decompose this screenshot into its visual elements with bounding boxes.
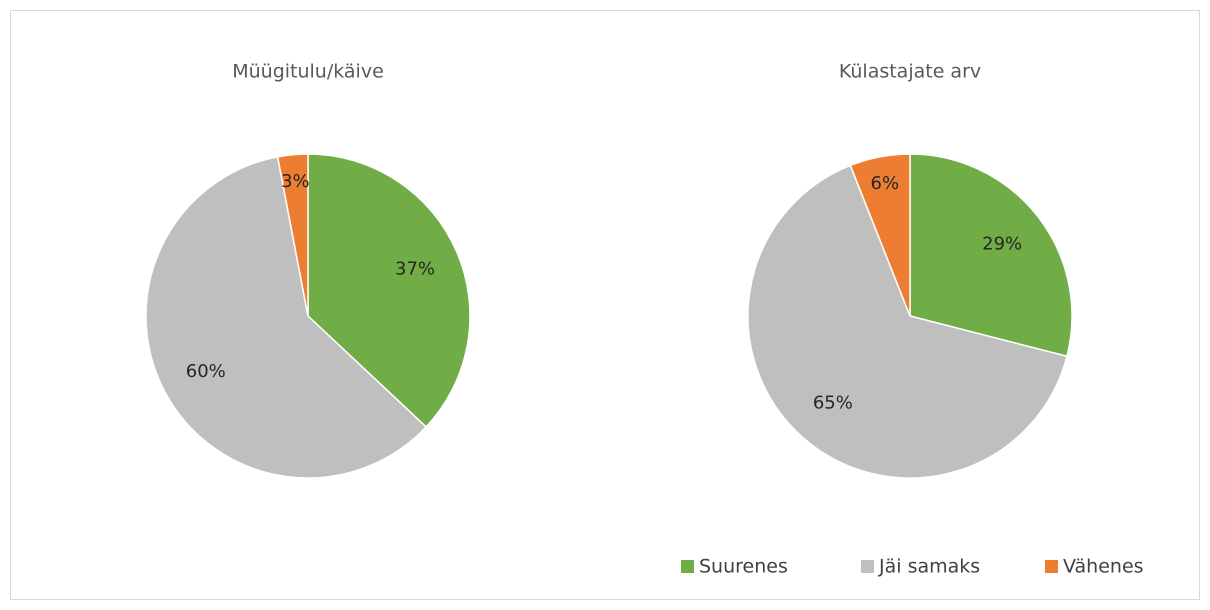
pie-slice xyxy=(747,164,1068,479)
data-label: 65% xyxy=(813,392,853,413)
slice-group: Vähenes xyxy=(276,153,309,317)
pie-slice xyxy=(849,153,911,317)
pie-slice xyxy=(145,155,428,479)
data-label: 29% xyxy=(982,234,1022,255)
legend-swatch xyxy=(1045,560,1058,573)
slice-group: Jäi samaks xyxy=(145,155,428,479)
legend-swatch xyxy=(681,560,694,573)
pie-slice xyxy=(307,153,471,428)
chart-title: Müügitulu/käive xyxy=(232,61,384,83)
legend-label: Jäi samaks xyxy=(878,556,980,578)
slice-group xyxy=(849,153,911,317)
slice-group: Suurenes xyxy=(307,153,471,428)
legend-label: Vähenes xyxy=(1063,556,1144,578)
slice-group xyxy=(909,153,1073,358)
legend-label: Suurenes xyxy=(699,556,788,578)
legend-swatch xyxy=(861,560,874,573)
data-label: 37% xyxy=(395,259,435,280)
pie-slice xyxy=(909,153,1073,358)
chart-title: Külastajate arv xyxy=(839,61,981,83)
slice-group xyxy=(747,164,1068,479)
pie-slice xyxy=(276,153,309,317)
data-label: 60% xyxy=(186,361,226,382)
data-label: 6% xyxy=(871,173,900,194)
data-label: 3% xyxy=(281,171,310,192)
